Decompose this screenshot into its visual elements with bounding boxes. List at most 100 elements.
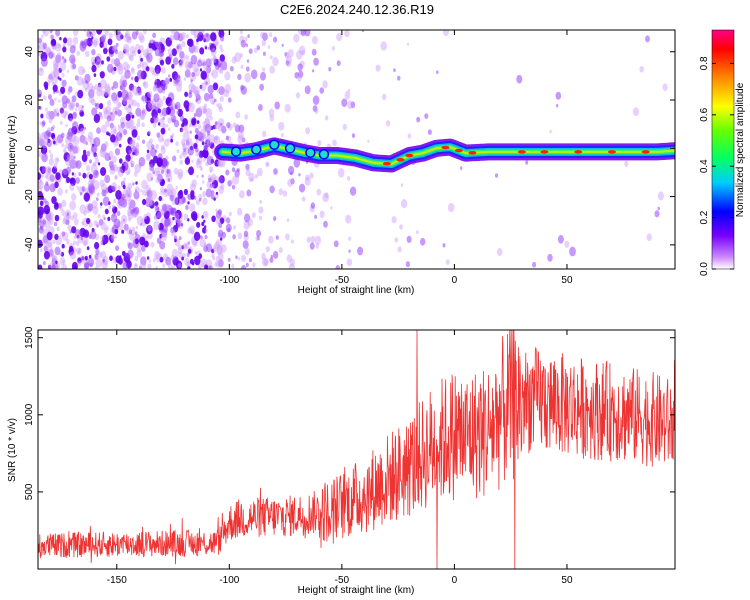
heatmap-speck [219,54,225,62]
heatmap-speck [274,101,281,110]
heatmap-speck [209,142,215,149]
heatmap-speck [172,33,178,41]
heatmap-speck [209,43,217,53]
heatmap-speck [208,134,216,144]
heatmap-speck [134,239,137,244]
heatmap-speck [202,107,207,114]
heatmap-speck [254,47,258,53]
snr-panel: -150 -100 -50 0 50 500 1000 1500 Height of str… [7,326,676,596]
heatmap-speck [56,112,60,117]
heatmap-speck [224,71,231,81]
heatmap-speck [160,146,166,154]
heatmap-speck [129,139,136,148]
heatmap-speck [234,52,242,63]
heatmap-speck [104,92,109,99]
heatmap-speck [151,70,155,76]
heatmap-speck [212,184,215,188]
heatmap-speck [196,221,201,228]
heatmap-speck [68,102,74,111]
heatmap-speck [200,167,203,172]
heatmap-speck [168,74,171,78]
heatmap-speck [47,74,53,83]
heatmap-speck [160,127,166,135]
heatmap-speck [220,122,223,127]
heatmap-speck [194,90,200,98]
heatmap-speck [191,159,194,163]
heatmap-speck [171,265,176,269]
heatmap-speck [188,102,195,113]
heatmap-speck [107,100,112,106]
heatmap-speck [336,60,341,67]
heatmap-speck [94,158,99,164]
y-tick-label: -20 [24,189,35,204]
heatmap-speck [405,261,410,268]
heatmap-speck [248,172,255,182]
heatmap-speck [139,61,144,68]
heatmap-speck [111,155,117,164]
heatmap-speck [218,259,224,268]
heatmap-speck [82,139,87,145]
heatmap-speck [125,186,131,194]
heatmap-speck [97,213,101,219]
heatmap-speck [286,60,292,68]
heatmap-speck [134,256,139,262]
heatmap-speck [131,68,135,75]
heatmap-speck [146,172,153,182]
heatmap-speck [557,234,564,244]
ridge-hotspot [540,150,549,154]
heatmap-speck [232,234,236,240]
heatmap-speck [257,167,263,177]
heatmap-speck [114,58,120,67]
heatmap-speck [41,153,48,163]
heatmap-speck [310,235,316,243]
heatmap-speck [136,64,140,69]
heatmap-speck [203,219,206,223]
heatmap-speck [301,50,305,56]
heatmap-speck [75,160,82,169]
heatmap-speck [96,197,99,202]
heatmap-speck [155,265,158,269]
heatmap-speck [211,72,214,76]
heatmap-speck [40,131,47,140]
heatmap-speck [125,113,131,122]
heatmap-speck [311,35,318,45]
heatmap-speck [180,32,187,40]
heatmap-speck [237,207,243,216]
heatmap-speck [367,139,370,143]
heatmap-speck [269,257,274,263]
heatmap-speck [38,264,43,269]
heatmap-speck [96,30,103,35]
heatmap-speck [72,112,77,119]
heatmap-speck [48,51,54,59]
heatmap-speck [169,77,172,82]
heatmap-speck [447,202,455,213]
heatmap-speck [149,159,155,168]
heatmap-speck [88,88,95,99]
heatmap-speck [252,262,256,268]
heatmap-speck [150,241,155,248]
heatmap-speck [442,243,446,248]
spectrogram-frame [37,29,676,270]
heatmap-speck [162,95,167,101]
heatmap-speck [146,140,153,150]
heatmap-speck [204,117,210,125]
heatmap-speck [154,83,158,88]
heatmap-speck [195,107,203,118]
heatmap-speck [130,208,135,215]
heatmap-speck [166,183,174,194]
heatmap-speck [95,248,100,256]
heatmap-speck [69,245,74,252]
heatmap-speck [123,223,129,231]
heatmap-speck [100,205,103,209]
heatmap-speck [43,95,47,101]
heatmap-speck [189,183,196,192]
heatmap-speck [156,206,160,211]
heatmap-speck [214,261,218,267]
heatmap-speck [39,106,43,111]
heatmap-speck [193,113,197,118]
heatmap-speck [139,35,145,43]
heatmap-speck [91,107,98,116]
heatmap-speck [102,214,106,219]
heatmap-speck [225,169,230,176]
heatmap-speck [61,73,65,78]
